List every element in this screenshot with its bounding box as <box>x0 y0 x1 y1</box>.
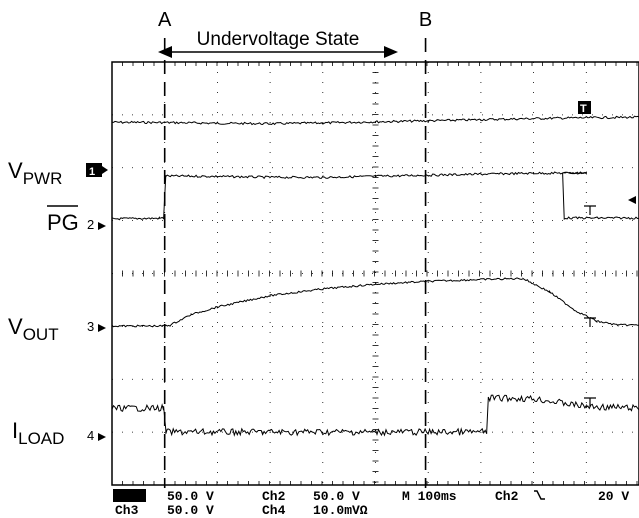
readout-row2-item: 10.0mVΩ <box>313 503 368 518</box>
readout-row1-item: M 100ms <box>402 489 457 504</box>
readout-row1-item: 50.0 V <box>313 489 360 504</box>
ref-tick <box>584 317 596 327</box>
traces <box>111 115 639 437</box>
iload-label-sub: LOAD <box>18 429 64 448</box>
svg-text:ILOAD: ILOAD <box>12 418 64 448</box>
marker-label-b: B <box>419 9 432 31</box>
marker-label-a: A <box>158 9 172 31</box>
readout-row2-item: Ch3 <box>115 503 139 518</box>
trace-v-pwr <box>111 115 639 126</box>
trace-pg <box>111 171 639 221</box>
trace-label-vpwr: VPWR 1 <box>8 158 108 188</box>
trigger-level-arrow-icon <box>628 196 636 204</box>
ref-tick <box>584 205 596 215</box>
ch2-marker: 2 <box>87 217 94 232</box>
ch2-arrow-icon <box>98 222 106 230</box>
readout-row2-item: Ch4 <box>262 503 286 518</box>
readout-row1-item: 20 V <box>598 489 629 504</box>
plot-frame <box>111 61 639 486</box>
scope-readout: Ch1 50.0 V Ch2 50.0 V M 100ms Ch2 20 V Ch3 50.0 … <box>113 489 629 518</box>
annotation-text: Undervoltage State <box>197 29 360 50</box>
pg-label-main: PG <box>47 210 79 235</box>
graticule <box>111 61 639 485</box>
trigger-slope-icon <box>534 490 545 500</box>
trace-v-out <box>111 277 639 328</box>
readout-inverse-bg <box>113 489 146 502</box>
svg-text:VPWR: VPWR <box>8 158 62 188</box>
ch4-arrow-icon <box>98 433 106 441</box>
ch1-marker: 1 <box>89 166 95 178</box>
ch1-arrow-icon <box>102 166 108 174</box>
ref-tick <box>584 397 596 407</box>
readout-row1-item: Ch2 <box>495 489 519 504</box>
vpwr-label-sub: PWR <box>23 169 63 188</box>
ch3-arrow-icon <box>98 324 106 332</box>
trigger-marker-text: T <box>580 103 587 115</box>
trace-label-vout: VOUT 3 <box>8 314 106 344</box>
trace-i-load <box>111 394 639 437</box>
arrow-right-icon <box>384 46 398 58</box>
readout-row2-item: 50.0 V <box>167 503 214 518</box>
arrow-left-icon <box>158 46 172 58</box>
vpwr-label-main: V <box>8 158 23 183</box>
iload-label-main: I <box>12 418 18 443</box>
trigger-marker: T <box>578 101 591 115</box>
vout-label-sub: OUT <box>23 325 59 344</box>
undervoltage-annotation: Undervoltage State <box>158 26 398 58</box>
readout-row1-item: 50.0 V <box>167 489 214 504</box>
readout-row1-item: Ch2 <box>262 489 286 504</box>
svg-text:VOUT: VOUT <box>8 314 59 344</box>
trace-label-pg: PG 2 <box>47 205 106 235</box>
trace-label-iload: ILOAD 4 <box>12 418 106 448</box>
readout-row1-item: Ch1 <box>115 489 139 504</box>
vout-label-main: V <box>8 314 23 339</box>
ch3-marker: 3 <box>87 319 94 334</box>
ch4-marker: 4 <box>87 428 94 443</box>
